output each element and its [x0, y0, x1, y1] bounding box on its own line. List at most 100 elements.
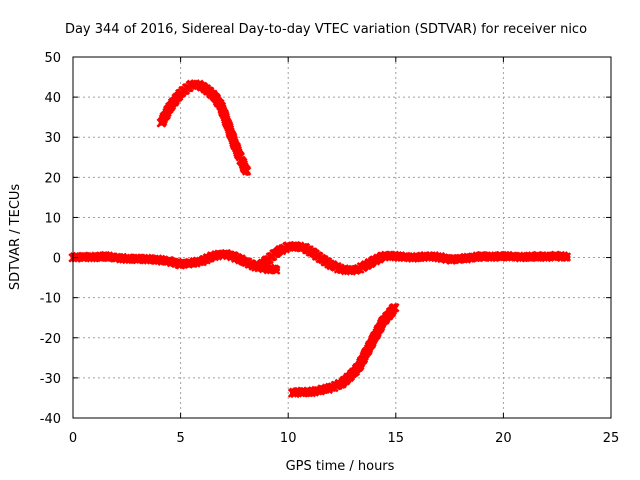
- y-tick-label: -40: [40, 412, 61, 427]
- data-point: [203, 86, 210, 92]
- data-point: [543, 254, 550, 260]
- y-tick-label: -10: [40, 292, 61, 307]
- data-point: [345, 267, 352, 273]
- data-point: [218, 104, 225, 110]
- data-point: [565, 254, 571, 260]
- data-point: [363, 351, 369, 357]
- data-point: [178, 261, 184, 267]
- y-tick-label: -30: [40, 372, 61, 387]
- data-point: [522, 254, 528, 260]
- series-trace: [156, 79, 252, 176]
- data-point: [242, 258, 248, 265]
- data-point: [328, 385, 334, 391]
- y-tick-label: 50: [44, 51, 61, 66]
- x-tick-label: 15: [388, 431, 405, 446]
- data-point: [380, 253, 386, 259]
- series-sat-arc-wave: [255, 240, 404, 276]
- data-point: [320, 256, 326, 263]
- y-tick-label: 0: [53, 252, 61, 267]
- axis-ticks: 0 5 10 15 20 25 -40 -30 -20 -10 0 10 20 30 40 50: [40, 51, 620, 446]
- data-point: [296, 389, 302, 395]
- data-point: [178, 90, 184, 96]
- data-point: [244, 170, 250, 176]
- data-point: [102, 253, 108, 259]
- data-point: [425, 253, 431, 259]
- data-point: [380, 319, 386, 325]
- plot-series: [68, 79, 572, 399]
- y-tick-label: 10: [44, 211, 61, 226]
- data-point: [225, 122, 231, 128]
- data-point: [317, 387, 324, 393]
- data-point: [363, 262, 369, 269]
- grid-lines: [73, 57, 611, 418]
- data-point: [158, 120, 164, 126]
- data-point: [468, 254, 474, 261]
- data-point: [500, 253, 506, 259]
- data-point: [274, 248, 281, 255]
- x-axis-label: GPS time / hours: [286, 459, 395, 474]
- data-point: [167, 258, 173, 265]
- data-point: [490, 254, 496, 260]
- data-point: [81, 254, 87, 260]
- data-point: [403, 254, 410, 260]
- data-point: [274, 266, 281, 273]
- data-point: [371, 335, 377, 341]
- data-point: [350, 371, 356, 377]
- data-point: [257, 262, 263, 269]
- series-sat-arc-low: [287, 303, 400, 399]
- data-point: [134, 256, 141, 262]
- data-point: [311, 250, 317, 257]
- data-point: [167, 104, 173, 110]
- data-point: [221, 250, 227, 257]
- x-tick-label: 0: [69, 431, 77, 446]
- data-point: [285, 244, 291, 250]
- data-point: [289, 390, 296, 396]
- x-tick-label: 10: [280, 431, 297, 446]
- y-tick-label: 40: [44, 91, 61, 106]
- data-point: [447, 256, 453, 263]
- data-point: [393, 303, 399, 309]
- plot-frame: [72, 56, 612, 419]
- data-point: [231, 254, 237, 260]
- y-tick-label: -20: [40, 332, 61, 347]
- data-point: [145, 256, 151, 262]
- data-point: [264, 258, 270, 264]
- data-point: [156, 257, 162, 263]
- series-sat-arc-tail: [391, 250, 572, 265]
- data-point: [302, 245, 309, 251]
- data-point: [231, 140, 237, 146]
- data-point: [199, 258, 205, 264]
- data-point: [339, 380, 345, 386]
- data-point: [124, 256, 130, 262]
- data-point: [188, 260, 194, 266]
- x-tick-label: 5: [176, 431, 184, 446]
- data-point: [307, 389, 313, 395]
- data-point: [533, 253, 539, 259]
- y-axis-label: SDTVAR / TECUs: [8, 184, 23, 291]
- chart-title: Day 344 of 2016, Sidereal Day-to-day VTE…: [65, 22, 587, 37]
- x-tick-label: 25: [603, 431, 620, 446]
- data-point: [91, 254, 98, 260]
- data-point: [212, 94, 218, 100]
- data-point: [356, 363, 362, 369]
- data-point: [511, 254, 517, 260]
- data-point: [354, 266, 360, 273]
- data-point: [294, 243, 300, 249]
- series-sat-arc-high: [156, 79, 252, 176]
- data-point: [337, 266, 343, 272]
- data-point: [479, 253, 485, 259]
- data-point: [113, 254, 119, 261]
- y-tick-label: 30: [44, 131, 61, 146]
- data-point: [388, 309, 395, 315]
- x-tick-label: 20: [495, 431, 512, 446]
- data-point: [188, 82, 194, 88]
- data-point: [393, 253, 399, 259]
- data-point: [328, 262, 334, 268]
- data-point: [554, 253, 560, 259]
- data-point: [371, 258, 377, 264]
- y-tick-label: 20: [44, 171, 61, 186]
- data-point: [457, 256, 463, 262]
- series-sat-arc-baseline: [68, 248, 281, 275]
- data-point: [414, 254, 420, 261]
